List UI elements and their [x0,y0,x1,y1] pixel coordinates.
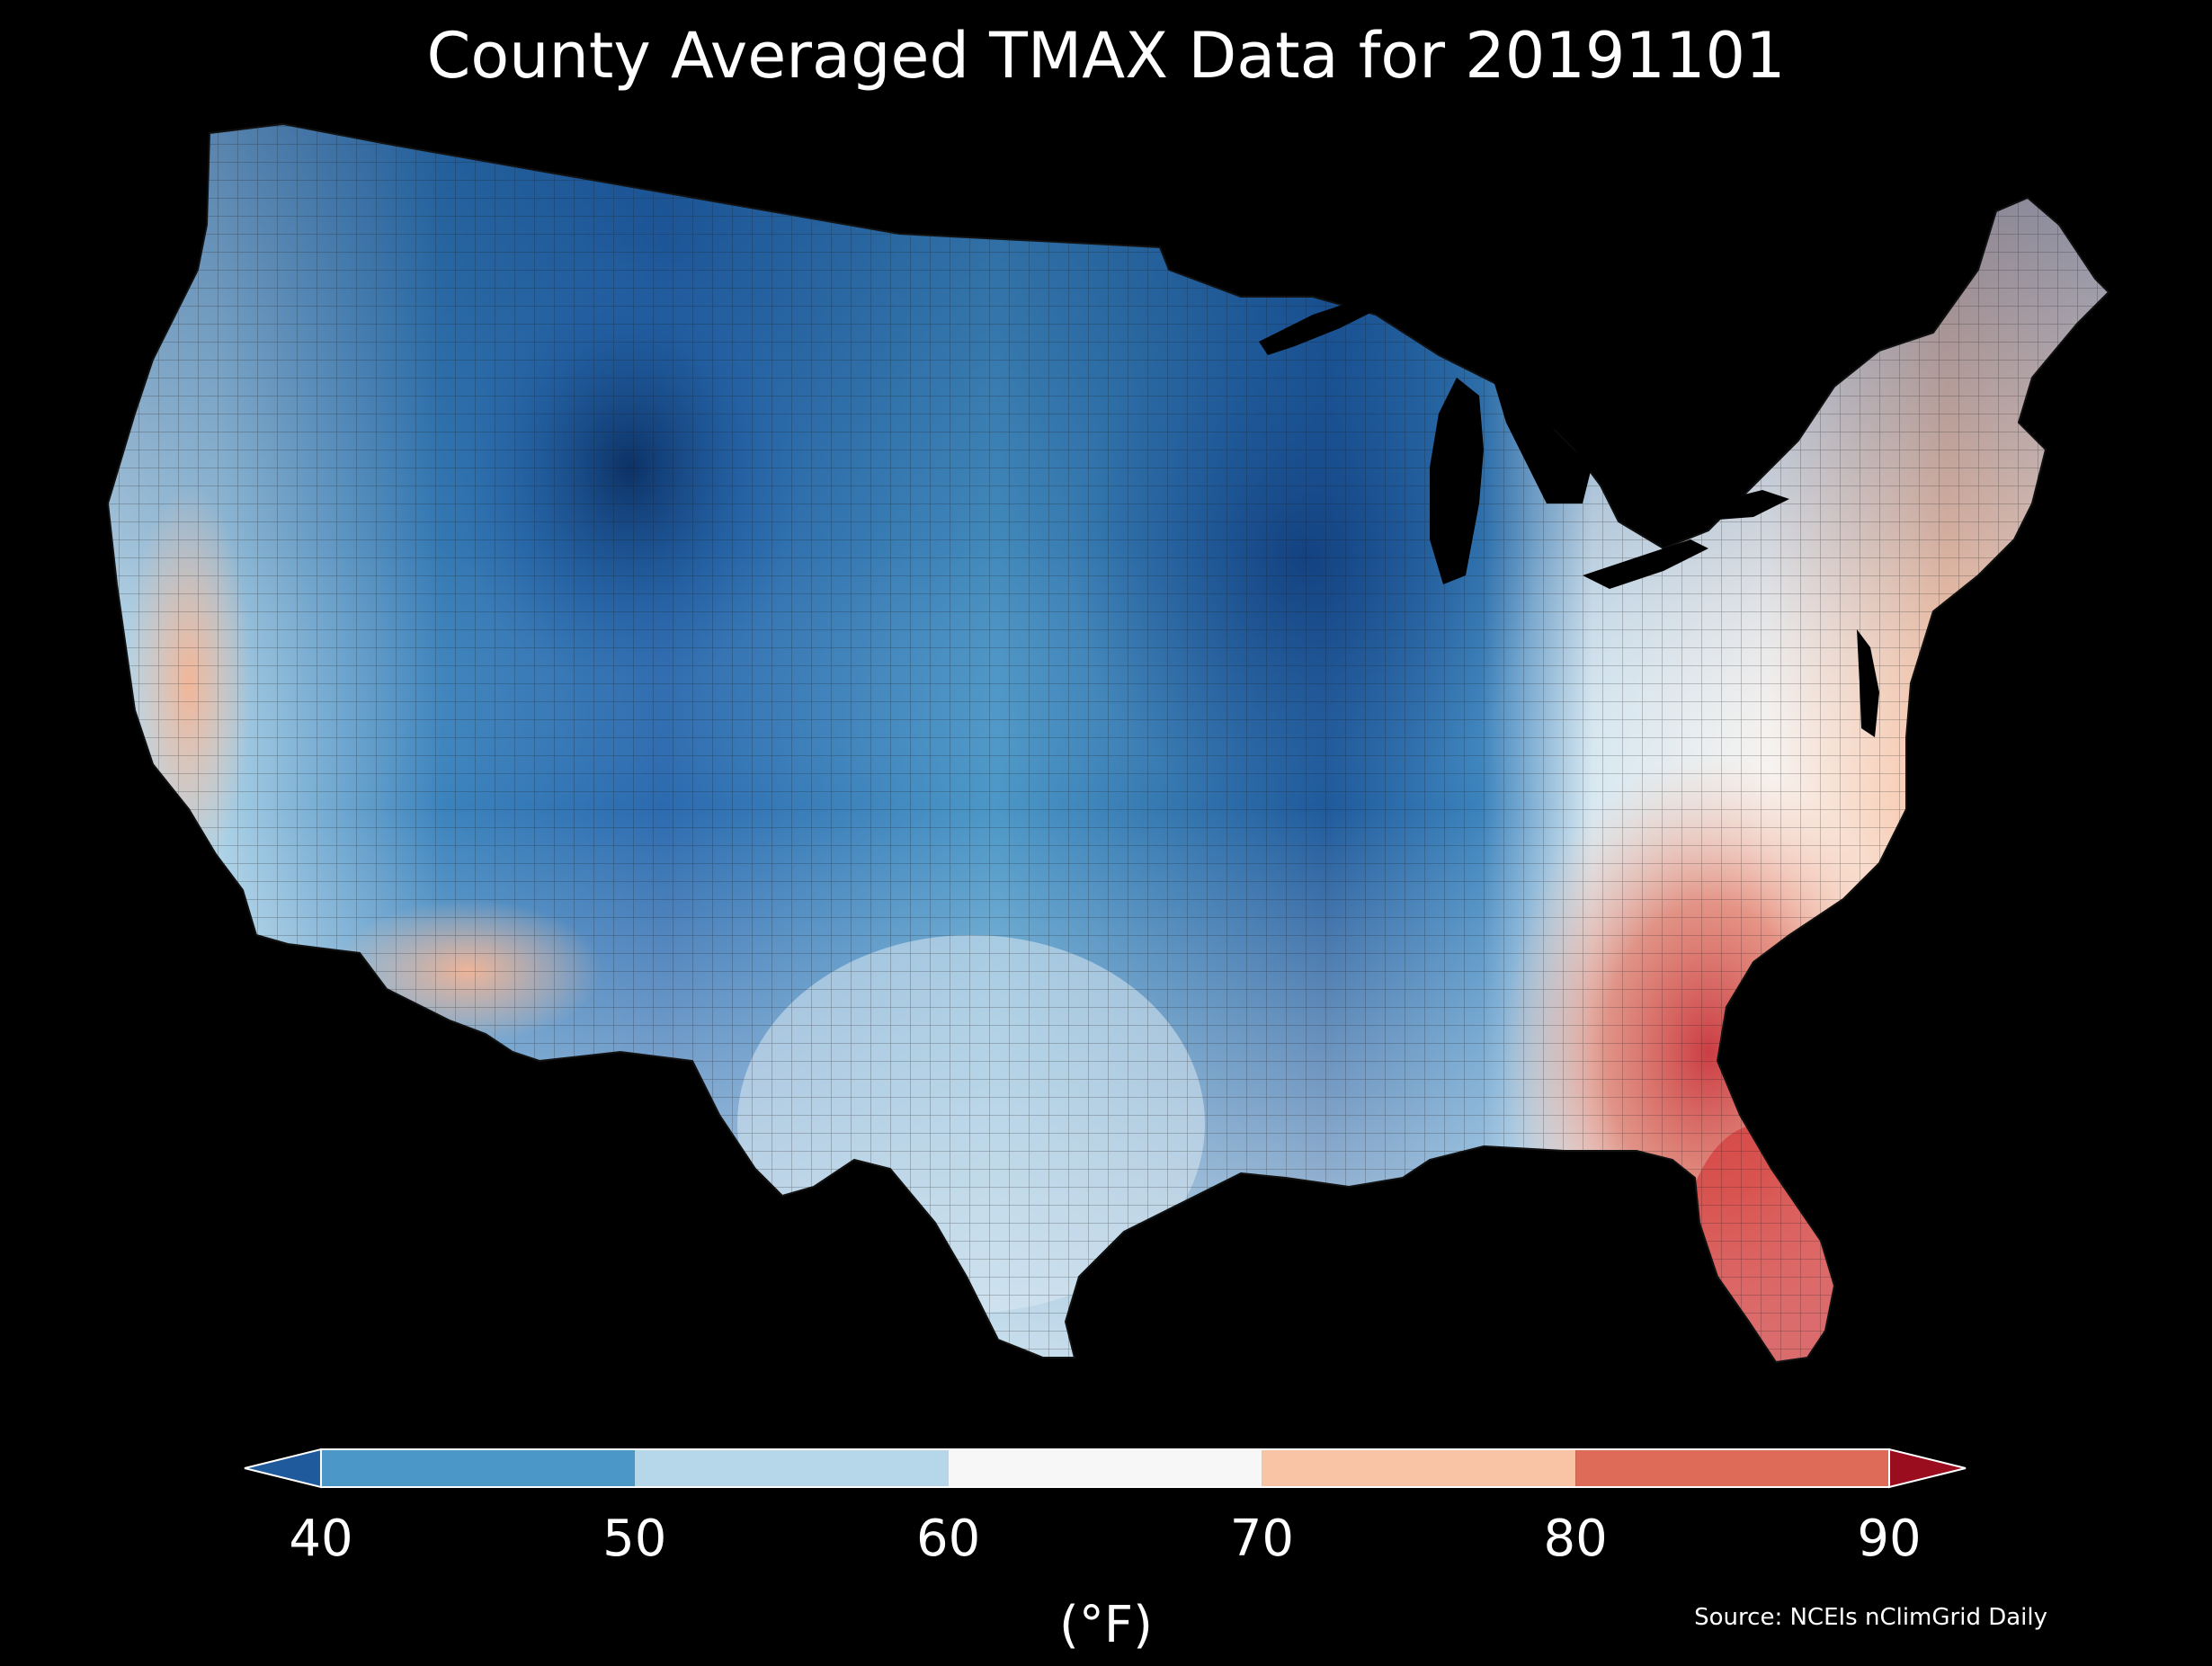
colorbar-extend-over [1888,1448,1967,1489]
colorbar-bin-1 [634,1449,949,1487]
colorbar-bin-2 [948,1449,1262,1487]
great-lakes [1259,288,1879,737]
colorbar-bin-4 [1575,1449,1889,1487]
colorbar-tick-label: 70 [1229,1510,1295,1568]
lake-erie [1583,539,1708,589]
colorbar-tick-label: 40 [289,1510,353,1568]
source-credit: Source: NCEIs nClimGrid Daily [1694,1604,2047,1631]
chesapeake-bay [1857,629,1879,737]
colorbar-frame [320,1448,1890,1488]
colorbar-tick-label: 50 [602,1510,667,1568]
map-title: County Averaged TMAX Data for 20191101 [426,19,1786,93]
lake-michigan [1430,378,1484,584]
us-outline [106,122,2110,1364]
colorbar-bin-3 [1262,1449,1576,1487]
lake-huron [1493,378,1592,503]
colorbar-tick-label: 60 [915,1510,981,1568]
lake-ontario [1708,490,1789,520]
colorbar-extend-under [244,1448,322,1489]
colorbar-bin-0 [321,1449,635,1487]
colorbar-tick-label: 90 [1857,1510,1922,1568]
colorbar-tick-label: 80 [1543,1510,1608,1568]
lake-superior [1259,288,1403,355]
colorbar-unit-label: (°F) [1059,1596,1153,1654]
